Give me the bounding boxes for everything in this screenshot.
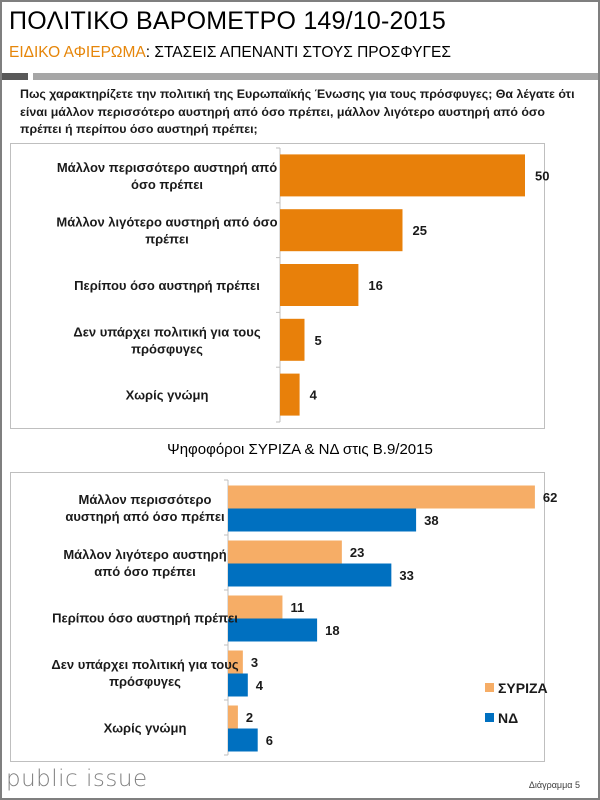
chart-2-data-label: 6: [266, 733, 273, 748]
chart-2-category-label: Μάλλον περισσότερο αυστηρή από όσο πρέπει: [65, 492, 225, 524]
header-divider-dark: [2, 73, 28, 80]
chart-2-category-label: Δεν υπάρχει πολιτική για τους πρόσφυγες: [51, 657, 238, 689]
legend-swatch-nd: [485, 713, 494, 722]
chart-2-bar-syriza: [228, 650, 243, 674]
subtitle-accent: ΕΙΔΙΚΟ ΑΦΙΕΡΩΜΑ: [9, 44, 146, 61]
chart-2-bar-nd: [228, 728, 258, 752]
page-frame-top: [0, 0, 600, 2]
chart-1-category-label: Μάλλον περισσότερο αυστηρή από όσο πρέπει: [57, 160, 277, 192]
header-divider-light: [33, 73, 598, 80]
diagram-number: Διάγραμμα 5: [528, 780, 580, 790]
chart-1-data-label: 4: [310, 388, 318, 403]
chart-1-category-label: Δεν υπάρχει πολιτική για τους πρόσφυγες: [73, 324, 260, 356]
chart-2-data-label: 18: [325, 623, 339, 638]
chart-2-bar-nd: [228, 563, 392, 587]
chart-2-data-label: 38: [424, 513, 438, 528]
chart-1-category-label: Χωρίς γνώμη: [126, 388, 209, 403]
chart-1-bar: [280, 154, 525, 197]
chart-2-bar-syriza: [228, 705, 238, 729]
chart-2-data-label: 4: [256, 678, 264, 693]
legend-swatch-syriza: [485, 683, 494, 692]
chart-2-data-label: 33: [399, 568, 413, 583]
chart-2-data-label: 11: [290, 600, 304, 615]
subtitle-text: : ΣΤΑΣΕΙΣ ΑΠΕΝΑΝΤΙ ΣΤΟΥΣ ΠΡΟΣΦΥΓΕΣ: [145, 44, 451, 61]
chart-2-bar-nd: [228, 508, 417, 532]
chart-1-data-label: 25: [413, 223, 427, 238]
chart-2-bar-nd: [228, 618, 318, 642]
chart-1-data-label: 16: [368, 278, 382, 293]
chart-2-bar-nd: [228, 673, 248, 697]
chart-1-bar: [280, 209, 403, 252]
chart-1-bar: [280, 373, 300, 416]
chart-1-category-label: Περίπου όσο αυστηρή πρέπει: [74, 278, 260, 293]
chart-2-title: Ψηφοφόροι ΣΥΡΙΖΑ & ΝΔ στις Β.9/2015: [167, 441, 433, 458]
chart-1-bar: [280, 318, 305, 361]
chart-2-data-label: 23: [350, 545, 364, 560]
legend-label: ΣΥΡΙΖΑ: [498, 680, 548, 696]
chart-1-data-label: 50: [535, 168, 549, 183]
chart-2-category-label: Περίπου όσο αυστηρή πρέπει: [52, 611, 238, 626]
chart-2-data-label: 62: [543, 490, 557, 505]
page-subtitle: ΕΙΔΙΚΟ ΑΦΙΕΡΩΜΑ: ΣΤΑΣΕΙΣ ΑΠΕΝΑΝΤΙ ΣΤΟΥΣ …: [9, 44, 451, 62]
survey-question: Πως χαρακτηρίζετε την πολιτική της Ευρωπ…: [20, 87, 575, 136]
chart-2-category-label: Μάλλον λιγότερο αυστηρή από όσο πρέπει: [63, 547, 226, 579]
chart-2-bar-syriza: [228, 485, 535, 509]
chart-2-category-label: Χωρίς γνώμη: [104, 721, 187, 736]
page-title: ΠΟΛΙΤΙΚΟ ΒΑΡΟΜΕΤΡΟ 149/10-2015: [9, 7, 446, 35]
chart-2-data-label: 3: [251, 655, 258, 670]
chart-2-data-label: 2: [246, 710, 253, 725]
chart-2-bar-syriza: [228, 540, 342, 564]
legend-label: ΝΔ: [498, 710, 518, 726]
chart-1-bar: [280, 264, 359, 306]
chart-1-data-label: 5: [315, 333, 322, 348]
chart-2-bar-syriza: [228, 595, 283, 619]
chart-1-category-label: Μάλλον λιγότερο αυστηρή από όσο πρέπει: [56, 215, 277, 247]
public-issue-logo: public issue: [6, 766, 148, 792]
